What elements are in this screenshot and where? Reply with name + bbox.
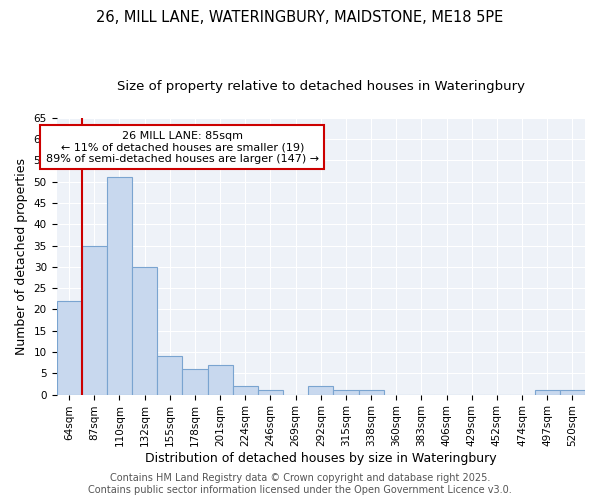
Bar: [157, 356, 182, 395]
Bar: [359, 390, 383, 394]
Bar: [308, 386, 334, 394]
Bar: [208, 365, 233, 394]
Bar: [107, 178, 132, 394]
Text: 26, MILL LANE, WATERINGBURY, MAIDSTONE, ME18 5PE: 26, MILL LANE, WATERINGBURY, MAIDSTONE, …: [97, 10, 503, 25]
Bar: [82, 246, 107, 394]
Bar: [233, 386, 258, 394]
Text: Contains HM Land Registry data © Crown copyright and database right 2025.
Contai: Contains HM Land Registry data © Crown c…: [88, 474, 512, 495]
Bar: [258, 390, 283, 394]
Bar: [56, 301, 82, 394]
Y-axis label: Number of detached properties: Number of detached properties: [15, 158, 28, 354]
Text: 26 MILL LANE: 85sqm
← 11% of detached houses are smaller (19)
89% of semi-detach: 26 MILL LANE: 85sqm ← 11% of detached ho…: [46, 130, 319, 164]
Bar: [560, 390, 585, 394]
Bar: [535, 390, 560, 394]
Bar: [132, 267, 157, 394]
Bar: [334, 390, 359, 394]
Bar: [182, 369, 208, 394]
Title: Size of property relative to detached houses in Wateringbury: Size of property relative to detached ho…: [117, 80, 525, 93]
X-axis label: Distribution of detached houses by size in Wateringbury: Distribution of detached houses by size …: [145, 452, 497, 465]
